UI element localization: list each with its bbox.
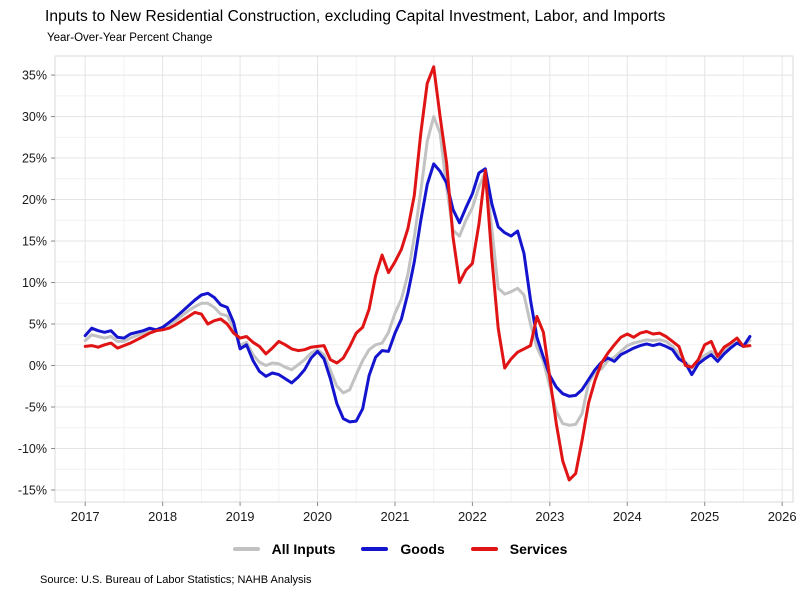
svg-text:30%: 30% bbox=[22, 110, 47, 124]
series-line-services bbox=[83, 65, 752, 482]
svg-text:0%: 0% bbox=[29, 359, 47, 373]
legend-key-services bbox=[470, 547, 498, 551]
svg-text:2021: 2021 bbox=[380, 509, 409, 524]
svg-text:2018: 2018 bbox=[148, 509, 177, 524]
svg-text:2023: 2023 bbox=[535, 509, 564, 524]
svg-text:2026: 2026 bbox=[768, 509, 797, 524]
series-line-all-inputs bbox=[83, 115, 752, 427]
svg-text:2025: 2025 bbox=[690, 509, 719, 524]
legend-label-services: Services bbox=[509, 541, 568, 557]
svg-text:-10%: -10% bbox=[18, 442, 47, 456]
legend-item-services: Services bbox=[470, 541, 568, 557]
source-note: Source: U.S. Bureau of Labor Statistics;… bbox=[40, 574, 312, 586]
svg-text:35%: 35% bbox=[22, 69, 47, 83]
legend-label-goods: Goods bbox=[400, 541, 445, 557]
svg-text:2024: 2024 bbox=[613, 509, 642, 524]
svg-text:2020: 2020 bbox=[303, 509, 332, 524]
chart-title: Inputs to New Residential Construction, … bbox=[45, 8, 666, 25]
x-axis-labels: 2017 2018 2019 2020 2021 2022 2023 2024 2025 2026 bbox=[71, 509, 797, 524]
legend-key-goods bbox=[361, 547, 389, 551]
legend: All Inputs Goods Services bbox=[0, 541, 800, 557]
chart-subtitle: Year-Over-Year Percent Change bbox=[47, 32, 213, 44]
svg-text:2019: 2019 bbox=[226, 509, 255, 524]
svg-text:5%: 5% bbox=[29, 318, 47, 332]
svg-text:25%: 25% bbox=[22, 152, 47, 166]
svg-text:20%: 20% bbox=[22, 193, 47, 207]
series-line-goods bbox=[83, 162, 752, 424]
svg-text:2022: 2022 bbox=[458, 509, 487, 524]
legend-item-goods: Goods bbox=[361, 541, 445, 557]
svg-text:-5%: -5% bbox=[25, 400, 47, 414]
gridlines bbox=[55, 56, 793, 502]
panel-border bbox=[54, 55, 794, 503]
svg-text:-15%: -15% bbox=[18, 483, 47, 497]
legend-item-all-inputs: All Inputs bbox=[232, 541, 336, 557]
y-axis-labels: 35% 30% 25% 20% 15% 10% 5% 0% -5% -10% -15% bbox=[18, 69, 47, 498]
svg-text:15%: 15% bbox=[22, 235, 47, 249]
legend-label-all-inputs: All Inputs bbox=[271, 541, 336, 557]
svg-text:2017: 2017 bbox=[71, 509, 100, 524]
axis-ticks bbox=[51, 74, 783, 506]
svg-text:10%: 10% bbox=[22, 276, 47, 290]
legend-key-all-inputs bbox=[232, 547, 260, 551]
